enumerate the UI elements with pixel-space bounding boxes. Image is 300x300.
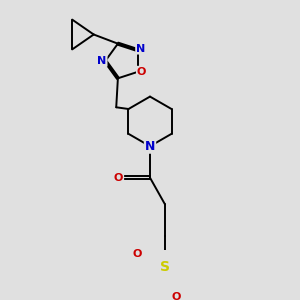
Text: S: S [160, 260, 170, 274]
Text: O: O [137, 67, 146, 77]
Text: O: O [114, 173, 123, 183]
Text: O: O [172, 292, 181, 300]
Text: N: N [145, 140, 155, 153]
Text: O: O [132, 249, 141, 259]
Text: N: N [98, 56, 106, 66]
Text: N: N [136, 44, 146, 54]
